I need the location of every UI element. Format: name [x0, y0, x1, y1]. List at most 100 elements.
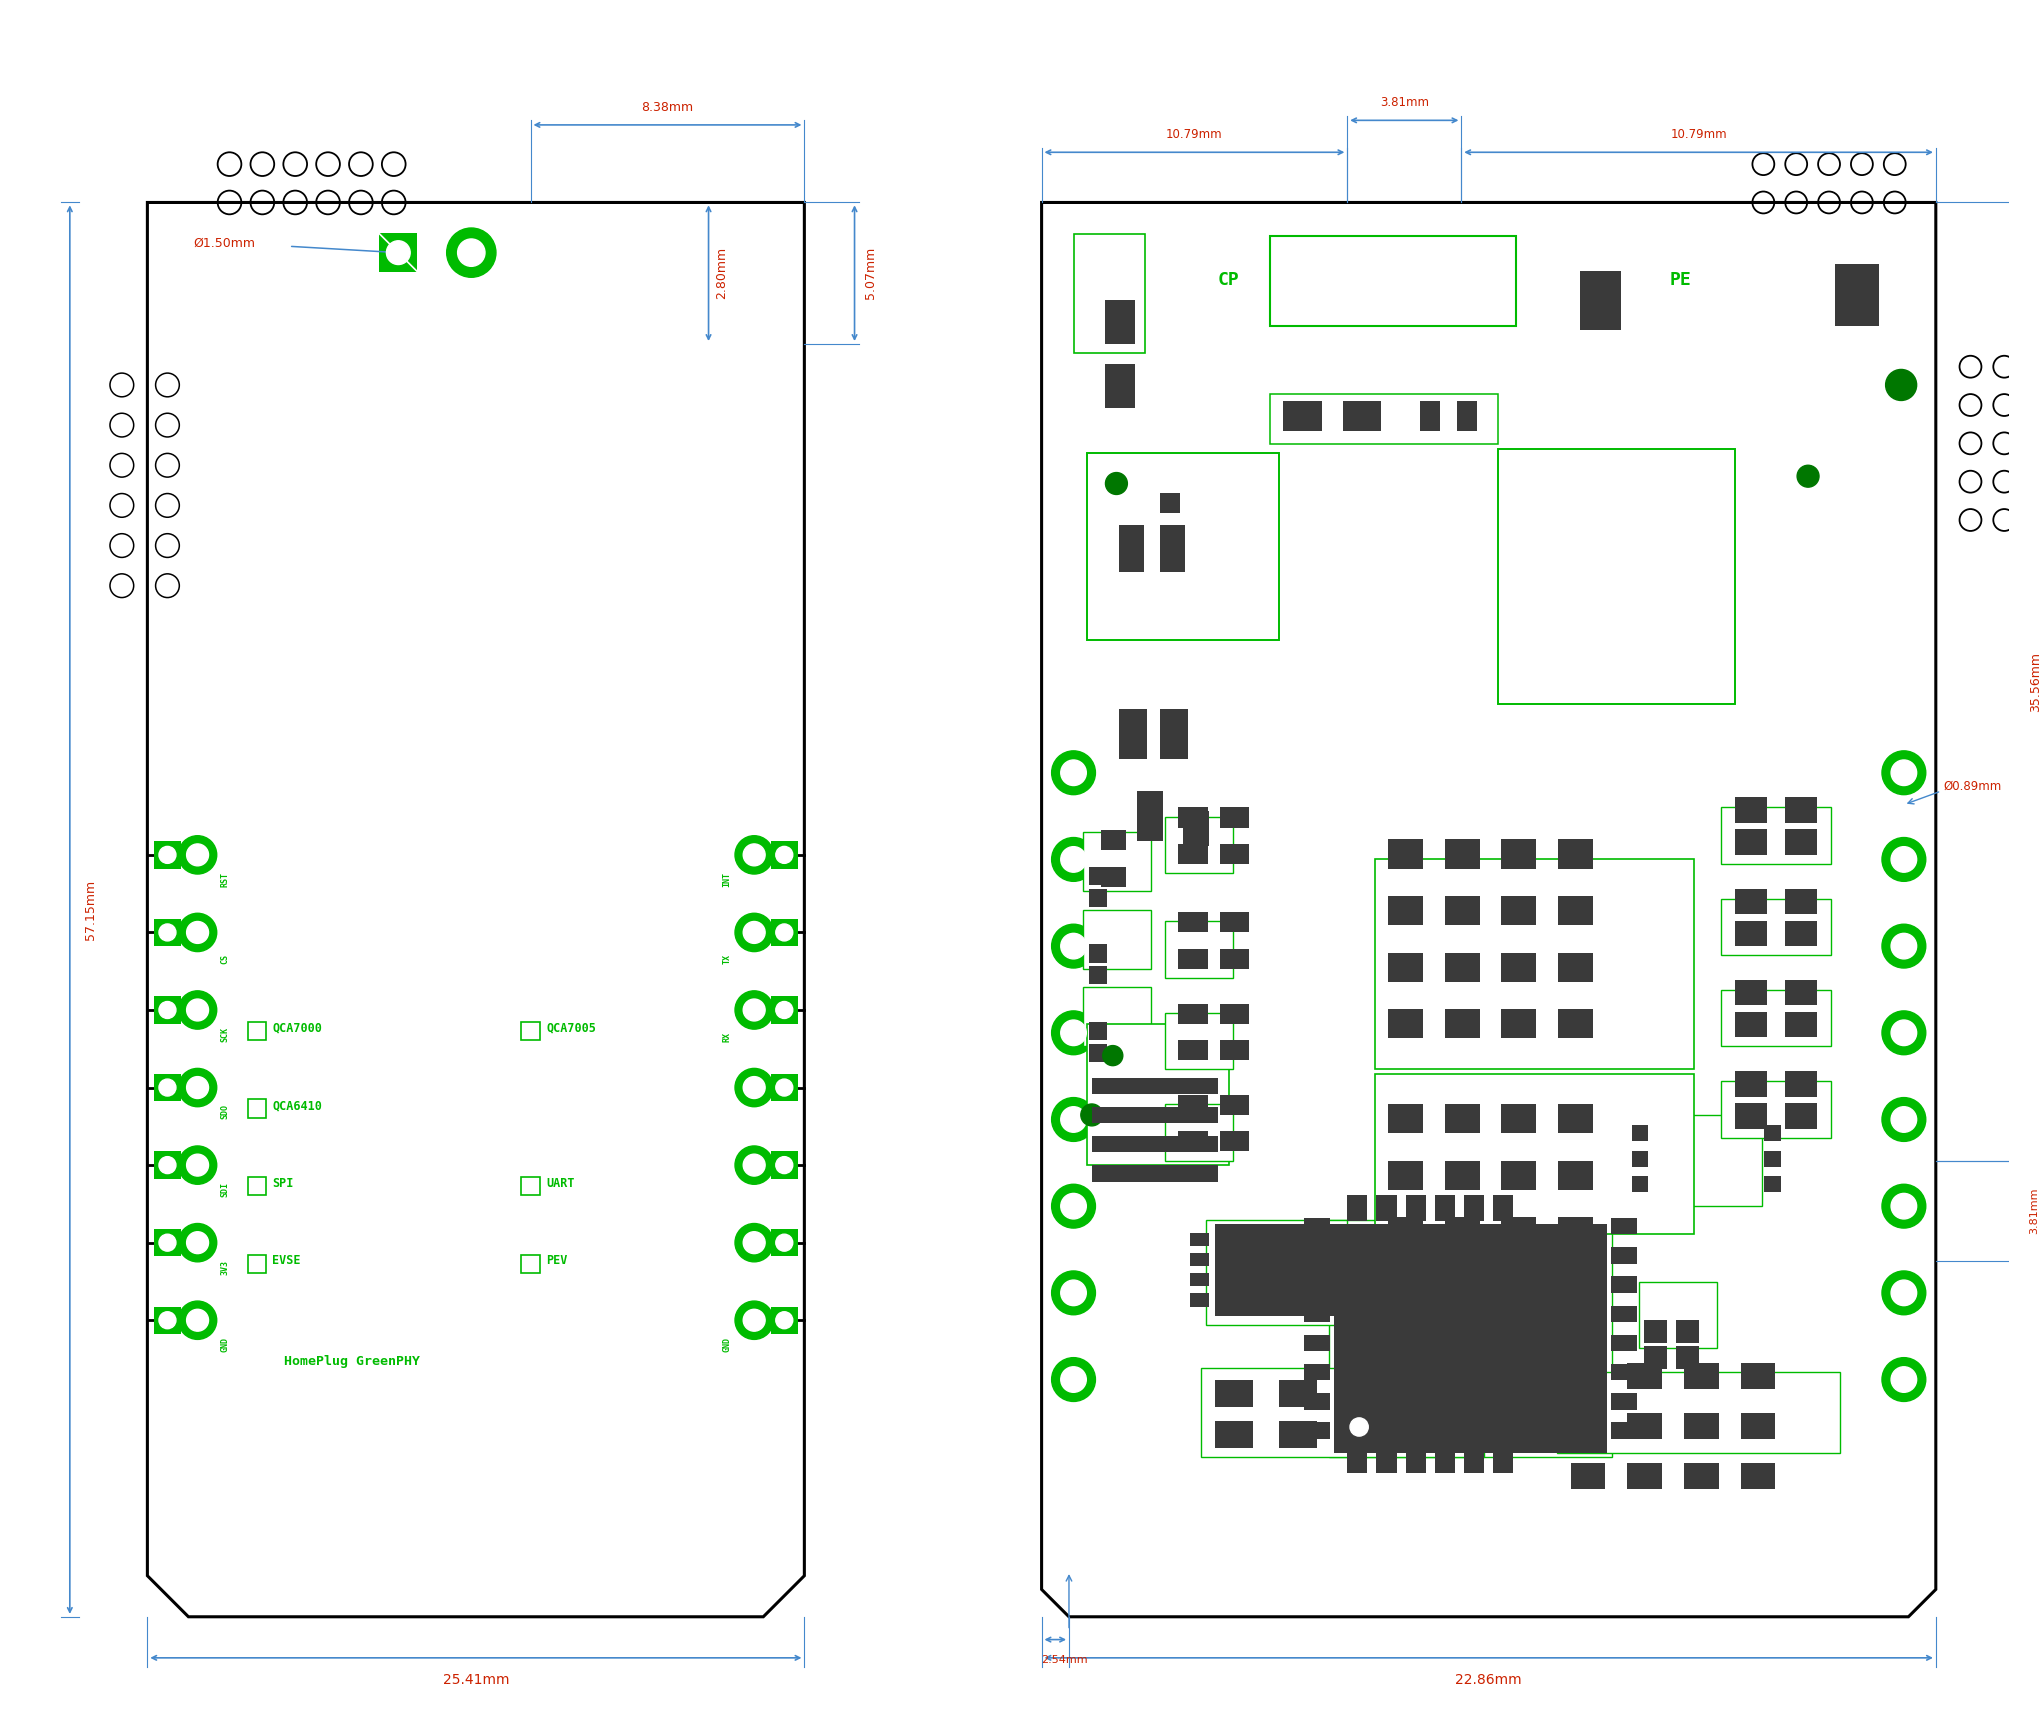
Bar	[1305, 1422, 1329, 1439]
Bar	[1558, 952, 1592, 982]
Bar	[1501, 1009, 1535, 1039]
Bar	[1421, 401, 1440, 430]
Text: UART: UART	[546, 1177, 575, 1191]
Bar	[1219, 949, 1248, 969]
Bar	[1179, 1132, 1207, 1151]
Text: 8.38mm: 8.38mm	[642, 100, 693, 114]
Text: GND: GND	[220, 1337, 230, 1353]
Bar	[1786, 1102, 1817, 1128]
Bar	[1389, 952, 1423, 982]
Bar	[1611, 1218, 1637, 1234]
Bar	[1089, 867, 1107, 885]
Bar	[1684, 1414, 1719, 1439]
Bar	[1654, 1115, 1762, 1206]
Text: SDI: SDI	[220, 1182, 230, 1198]
Bar	[1389, 1009, 1423, 1039]
Circle shape	[1052, 924, 1095, 968]
Text: INT: INT	[722, 873, 732, 886]
Circle shape	[1890, 1106, 1917, 1132]
Circle shape	[159, 1002, 175, 1018]
Bar	[1374, 1073, 1694, 1234]
Bar	[1164, 921, 1234, 978]
Circle shape	[159, 1078, 175, 1096]
Bar	[1101, 867, 1126, 886]
Bar	[1676, 1346, 1698, 1369]
Circle shape	[734, 914, 773, 952]
Circle shape	[1890, 1367, 1917, 1393]
Circle shape	[1052, 1184, 1095, 1229]
Bar	[1215, 1225, 1344, 1315]
Bar	[1179, 949, 1207, 969]
Bar	[1105, 301, 1134, 344]
Bar	[1305, 1306, 1329, 1322]
Circle shape	[177, 914, 216, 952]
Bar	[1735, 829, 1768, 855]
Text: PEV: PEV	[546, 1255, 567, 1267]
Bar	[1444, 1365, 1472, 1415]
Bar	[1344, 1275, 1544, 1334]
Text: CS: CS	[220, 954, 230, 964]
Bar	[1464, 1446, 1484, 1472]
Bar	[1684, 1363, 1719, 1389]
Text: Ø0.89mm: Ø0.89mm	[1943, 779, 2002, 793]
Bar	[1164, 817, 1234, 873]
Bar	[1278, 1420, 1317, 1448]
Bar	[1348, 1196, 1368, 1220]
Bar	[1305, 1277, 1329, 1293]
Bar	[1215, 1420, 1254, 1448]
Circle shape	[734, 1068, 773, 1106]
Text: SCK: SCK	[220, 1026, 230, 1042]
Circle shape	[177, 1223, 216, 1261]
Bar	[1219, 807, 1248, 828]
Bar	[1405, 1446, 1425, 1472]
Bar	[1735, 1102, 1768, 1128]
Bar	[1179, 807, 1207, 828]
Polygon shape	[147, 202, 803, 1617]
Bar	[1334, 1225, 1607, 1453]
Bar	[1191, 1274, 1209, 1286]
Bar	[771, 842, 797, 869]
Bar	[1558, 895, 1592, 924]
Circle shape	[1052, 838, 1095, 881]
Bar	[1219, 1040, 1248, 1061]
Bar	[1735, 980, 1768, 1006]
Circle shape	[1890, 1020, 1917, 1045]
Circle shape	[1882, 752, 1925, 795]
Bar	[1305, 1363, 1329, 1381]
Bar	[1786, 1013, 1817, 1037]
Bar	[1558, 840, 1592, 869]
Circle shape	[1890, 1194, 1917, 1218]
Bar	[522, 1255, 540, 1274]
Bar	[1499, 449, 1735, 705]
Bar	[1446, 895, 1480, 924]
Circle shape	[1060, 760, 1087, 786]
Text: GND: GND	[722, 1337, 732, 1353]
Bar	[1456, 1279, 1472, 1329]
Bar	[1435, 1196, 1456, 1220]
Bar	[1446, 952, 1480, 982]
Bar	[1270, 394, 1499, 444]
Bar	[1464, 1196, 1484, 1220]
Bar	[1446, 1104, 1480, 1134]
Circle shape	[159, 1156, 175, 1173]
Circle shape	[1350, 1419, 1368, 1436]
Text: PE: PE	[1670, 271, 1690, 289]
Circle shape	[1081, 1104, 1103, 1127]
Circle shape	[734, 836, 773, 874]
Circle shape	[1060, 847, 1087, 873]
Bar	[771, 1229, 797, 1256]
Bar	[771, 1306, 797, 1334]
Circle shape	[1052, 1358, 1095, 1401]
Bar	[1786, 829, 1817, 855]
Circle shape	[1105, 472, 1128, 494]
Circle shape	[177, 1146, 216, 1184]
Bar	[1091, 1078, 1217, 1094]
Bar	[1684, 1464, 1719, 1490]
Bar	[153, 997, 181, 1023]
Bar	[1493, 1446, 1513, 1472]
Bar	[1631, 1177, 1648, 1192]
Bar	[153, 1151, 181, 1178]
Bar	[1091, 1135, 1217, 1153]
Bar	[1721, 990, 1831, 1047]
Circle shape	[177, 990, 216, 1030]
